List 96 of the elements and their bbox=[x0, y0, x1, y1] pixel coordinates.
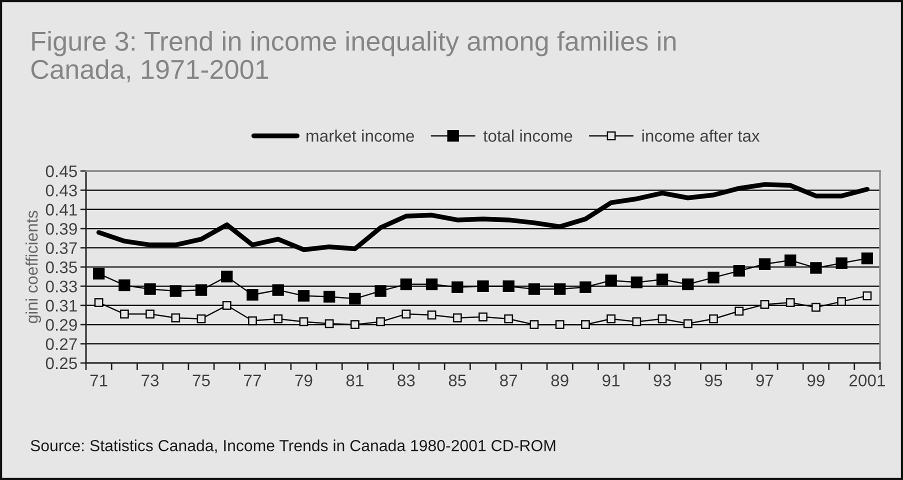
x-tick-label: 77 bbox=[244, 374, 261, 386]
point bbox=[683, 319, 692, 328]
x-tick-label: 73 bbox=[142, 374, 159, 386]
point bbox=[504, 314, 514, 324]
point bbox=[760, 300, 770, 309]
point bbox=[605, 274, 617, 286]
point bbox=[554, 283, 566, 295]
point bbox=[324, 319, 334, 328]
point bbox=[272, 284, 284, 296]
point bbox=[146, 310, 154, 318]
y-axis-title: gini coefficients bbox=[26, 210, 42, 324]
point bbox=[581, 320, 590, 330]
x-tick-label: 87 bbox=[500, 374, 518, 386]
point bbox=[632, 317, 642, 326]
legend-label: total income bbox=[483, 130, 572, 142]
point bbox=[376, 317, 385, 326]
y-tick-label: 0.41 bbox=[46, 204, 77, 216]
point bbox=[170, 285, 182, 297]
point bbox=[452, 281, 464, 293]
line-series bbox=[96, 182, 870, 252]
point bbox=[477, 280, 489, 292]
y-tick-label: 0.25 bbox=[46, 357, 77, 370]
point bbox=[196, 314, 206, 324]
point bbox=[349, 292, 361, 305]
x-tick-label: 71 bbox=[90, 374, 108, 386]
point bbox=[734, 306, 744, 316]
point bbox=[374, 285, 386, 297]
chart-title: Figure 3: Trend in income inequality among families in Canada, 1971-2001 bbox=[31, 31, 676, 82]
point bbox=[810, 262, 822, 274]
point bbox=[555, 320, 564, 330]
point bbox=[350, 320, 360, 330]
point bbox=[606, 314, 616, 324]
point bbox=[400, 278, 412, 290]
y-tick-label: 0.31 bbox=[46, 300, 77, 312]
source-note: Source: Statistics Canada, Income Trends in Canada 1980-2001 CD-ROM bbox=[30, 440, 556, 454]
y-tick-label: 0.45 bbox=[46, 165, 77, 178]
y-tick-label: 0.39 bbox=[46, 223, 77, 235]
y-tick-label: 0.37 bbox=[46, 242, 77, 254]
x-tick-label: 83 bbox=[398, 374, 415, 386]
legend-label: income after tax bbox=[642, 130, 760, 142]
point bbox=[758, 258, 771, 270]
x-tick-label: 95 bbox=[705, 374, 722, 386]
point bbox=[195, 284, 208, 296]
x-tick-label: 79 bbox=[295, 374, 312, 386]
x-tick-label: 2001 bbox=[849, 374, 885, 386]
point bbox=[528, 283, 540, 295]
point bbox=[222, 300, 232, 310]
point bbox=[426, 278, 438, 290]
point bbox=[94, 298, 104, 307]
x-tick-label: 89 bbox=[551, 374, 568, 386]
point bbox=[862, 291, 872, 300]
y-tick-label: 0.33 bbox=[46, 280, 77, 292]
point bbox=[630, 276, 643, 288]
y-tick-label: 0.35 bbox=[46, 261, 77, 274]
point bbox=[709, 314, 718, 324]
point bbox=[580, 281, 592, 293]
legend-label: market income bbox=[306, 130, 414, 142]
x-tick-label: 91 bbox=[602, 374, 620, 386]
point bbox=[144, 283, 156, 295]
y-tick-label: 0.29 bbox=[46, 319, 77, 331]
y-tick-label: 0.27 bbox=[46, 338, 77, 350]
point bbox=[452, 313, 462, 322]
point bbox=[120, 310, 129, 318]
point bbox=[274, 314, 283, 324]
point bbox=[658, 314, 667, 324]
point bbox=[836, 257, 848, 269]
point bbox=[682, 278, 694, 290]
x-tick-label: 93 bbox=[654, 374, 671, 386]
point bbox=[118, 279, 130, 292]
point bbox=[837, 297, 846, 306]
point bbox=[733, 265, 745, 277]
point bbox=[530, 320, 539, 330]
point bbox=[171, 313, 180, 322]
point bbox=[221, 270, 233, 282]
point bbox=[784, 254, 796, 266]
point bbox=[786, 298, 795, 307]
point bbox=[402, 310, 411, 318]
point bbox=[861, 252, 874, 264]
x-tick-label: 81 bbox=[346, 374, 364, 386]
x-tick-label: 85 bbox=[448, 374, 466, 386]
point bbox=[427, 310, 436, 320]
point bbox=[478, 312, 488, 322]
point bbox=[246, 289, 258, 301]
x-tick-label: 97 bbox=[756, 374, 774, 386]
point bbox=[502, 280, 514, 292]
point bbox=[299, 317, 308, 326]
y-tick-label: 0.43 bbox=[46, 184, 77, 196]
point bbox=[298, 290, 310, 302]
x-tick-label: 99 bbox=[807, 374, 824, 386]
point bbox=[248, 316, 257, 326]
point bbox=[812, 302, 820, 312]
point bbox=[708, 272, 720, 284]
point bbox=[92, 268, 105, 280]
point bbox=[323, 290, 336, 303]
point bbox=[656, 274, 668, 286]
x-tick-label: 75 bbox=[192, 374, 210, 386]
